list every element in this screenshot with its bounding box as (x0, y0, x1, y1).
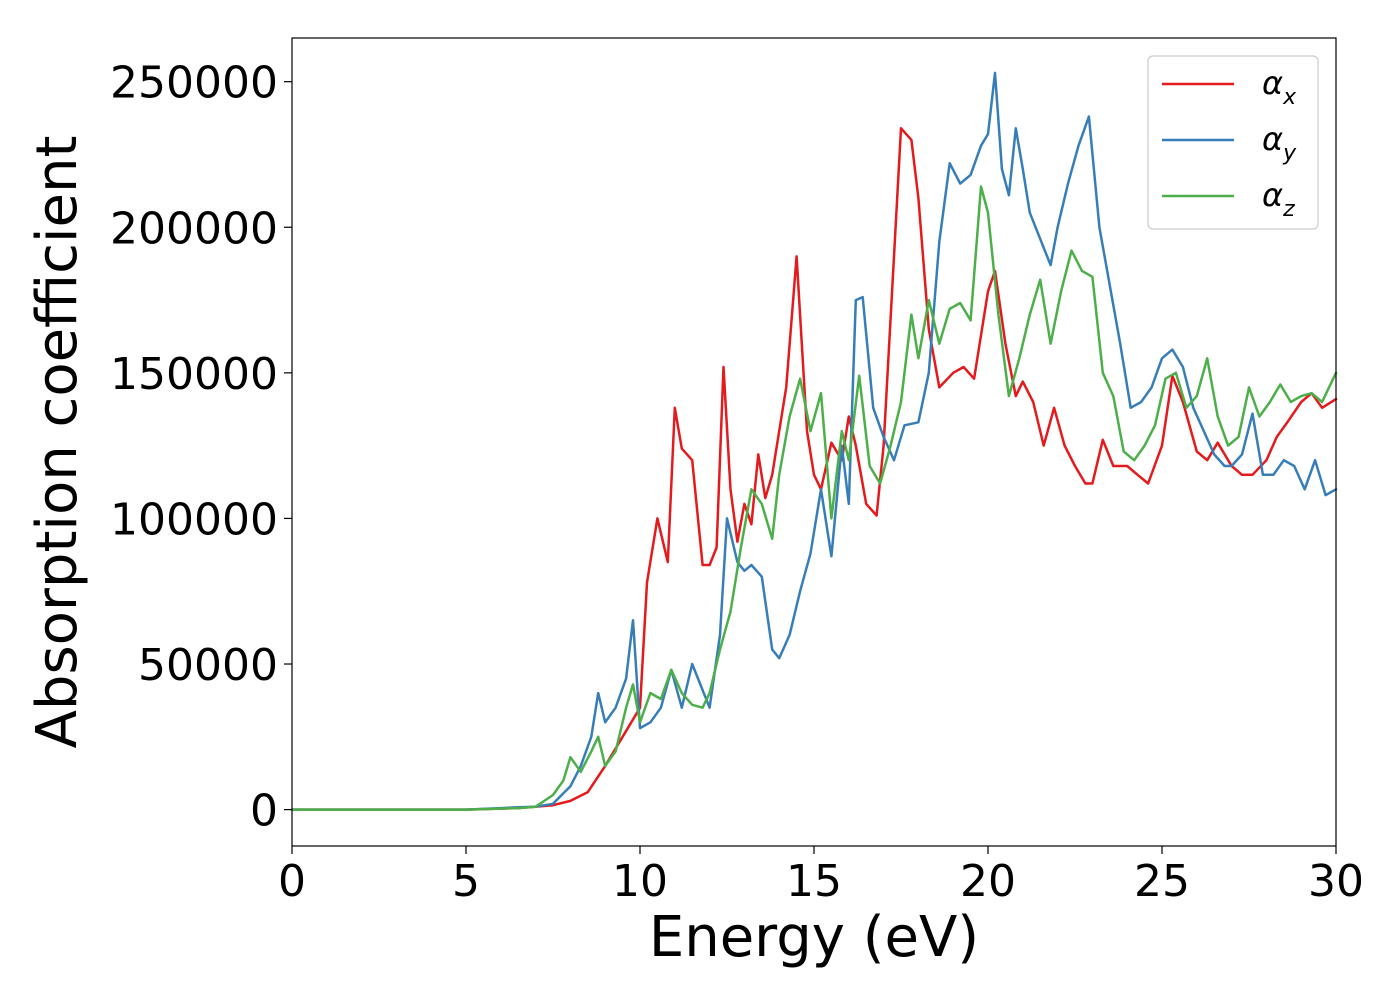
y-axis: 0 50000 100000 150000 200000 250000 (110, 58, 292, 837)
y-tick-label: 50000 (138, 640, 278, 691)
legend-label-base: α (1262, 64, 1283, 102)
series-line-x (290, 127, 1338, 811)
x-tick-label: 20 (960, 856, 1016, 907)
legend-label-subscript: y (1282, 141, 1297, 166)
x-tick-label: 15 (786, 856, 842, 907)
y-tick-label: 200000 (110, 203, 278, 254)
legend-label-y: αy (1262, 120, 1297, 166)
legend-label-base: α (1262, 120, 1283, 158)
x-tick-label: 30 (1308, 856, 1364, 907)
x-tick-label: 0 (278, 856, 306, 907)
series-line-y (290, 71, 1338, 811)
legend-label-subscript: z (1282, 197, 1295, 222)
x-tick-label: 25 (1134, 856, 1190, 907)
y-tick-label: 0 (250, 786, 278, 837)
legend-label-subscript: x (1282, 85, 1297, 110)
y-axis-title: Absorption coefficient (25, 136, 90, 749)
x-axis: 0 5 10 15 20 25 30 (278, 846, 1364, 907)
legend-box (1147, 55, 1319, 230)
y-tick-label: 250000 (110, 58, 278, 109)
y-tick-label: 100000 (110, 494, 278, 545)
x-tick-label: 10 (612, 856, 668, 907)
legend-label-x: αx (1262, 64, 1297, 110)
series-layer (290, 71, 1338, 811)
series-line-z (290, 185, 1338, 811)
x-axis-title: Energy (eV) (649, 905, 979, 970)
legend-label-z: αz (1262, 176, 1295, 222)
x-tick-label: 5 (452, 856, 480, 907)
legend-label-base: α (1262, 176, 1283, 214)
y-tick-label: 150000 (110, 349, 278, 400)
